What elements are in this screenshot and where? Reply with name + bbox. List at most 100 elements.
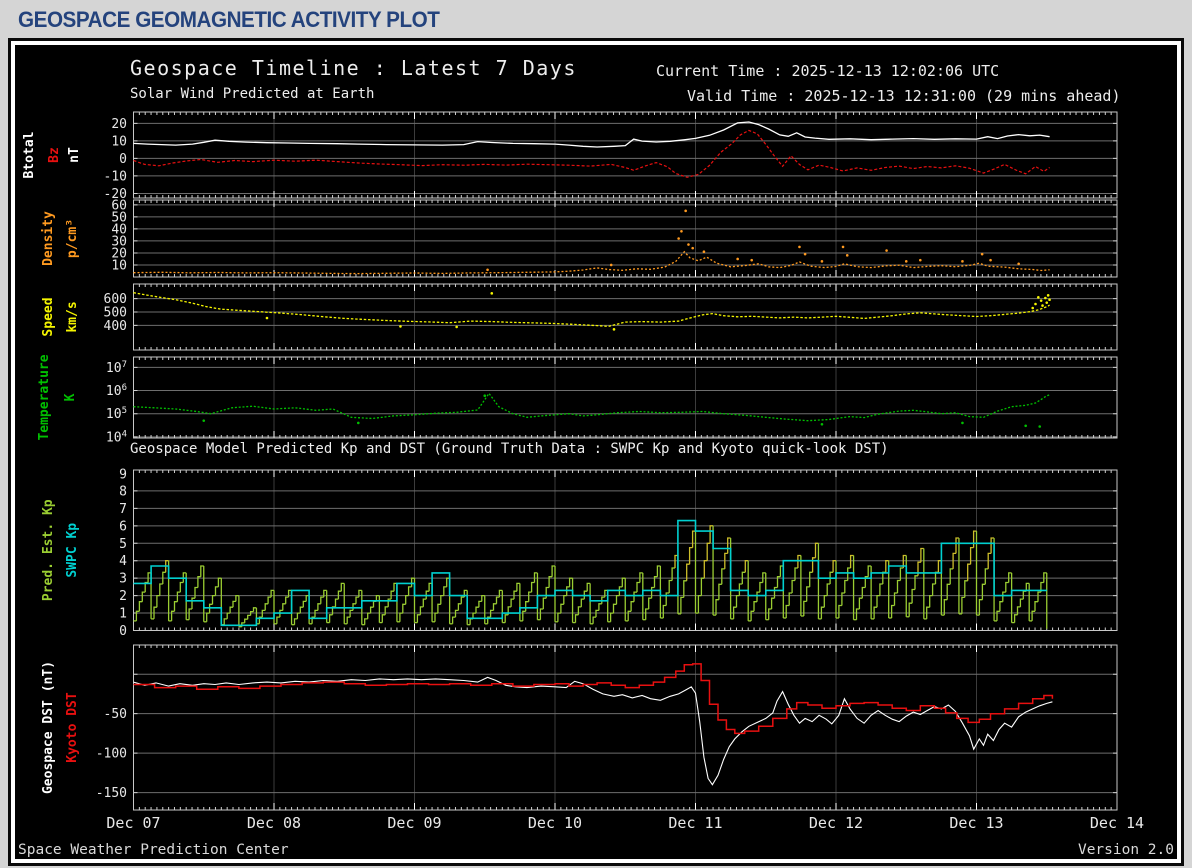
series-Pred. Est. Kp bbox=[753, 601, 757, 612]
series-point bbox=[961, 260, 964, 263]
series-Pred. Est. Kp bbox=[460, 596, 465, 604]
dst-ytick: -100 bbox=[96, 747, 127, 762]
series-Pred. Est. Kp bbox=[911, 588, 915, 604]
series-Pred. Est. Kp bbox=[314, 609, 318, 618]
series-Pred. Est. Kp bbox=[489, 609, 494, 618]
series-point bbox=[202, 419, 206, 422]
kp-ytick: 2 bbox=[119, 589, 127, 604]
series-Pred. Est. Kp bbox=[369, 606, 374, 614]
xaxis-label: Dec 10 bbox=[528, 814, 582, 832]
series-Pred. Est. Kp bbox=[668, 579, 673, 593]
series-point bbox=[702, 250, 706, 254]
xaxis-label: Dec 08 bbox=[247, 814, 301, 832]
series-Pred. Est. Kp bbox=[893, 592, 898, 606]
series-Pred. Est. Kp bbox=[648, 597, 652, 609]
series-Pred. Est. Kp bbox=[138, 601, 143, 612]
series-Pred. Est. Kp bbox=[595, 609, 599, 618]
series-Pred. Est. Kp bbox=[984, 568, 989, 585]
density-ytick: 10 bbox=[111, 258, 127, 273]
series-Pred. Est. Kp bbox=[311, 616, 315, 624]
series-Pred. Est. Kp bbox=[346, 616, 351, 624]
series-Pred. Est. Kp bbox=[920, 547, 924, 563]
series-Pred. Est. Kp bbox=[516, 582, 520, 592]
dst-ylabel: Geospace DST (nT) bbox=[41, 661, 56, 794]
series-Pred. Est. Kp bbox=[952, 552, 956, 569]
series-Pred. Est. Kp bbox=[264, 603, 269, 611]
kp-ytick: 6 bbox=[119, 519, 127, 534]
temperature-panel: 107 106 105 104 Temperature K bbox=[37, 354, 1118, 445]
series-Pred. Est. Kp bbox=[287, 589, 292, 598]
temperature-ylabel: K bbox=[63, 393, 78, 401]
series-Pred. Est. Kp bbox=[557, 612, 561, 622]
kp-ytick: 9 bbox=[119, 468, 127, 483]
series-Pred. Est. Kp bbox=[791, 579, 795, 593]
series-Pred. Est. Kp bbox=[197, 576, 201, 588]
series-Pred. Est. Kp bbox=[987, 552, 992, 569]
series-Pred. Est. Kp bbox=[826, 583, 831, 596]
kp-ytick: 7 bbox=[119, 502, 127, 517]
series-Pred. Est. Kp bbox=[1034, 601, 1038, 612]
series-Pred. Est. Kp bbox=[200, 565, 204, 577]
series-Pred. Est. Kp bbox=[296, 612, 301, 619]
series-Pred. Est. Kp bbox=[700, 577, 705, 596]
series-point bbox=[885, 249, 888, 252]
imf-ylabel: Bz bbox=[47, 147, 62, 163]
series-Pred. Est. Kp bbox=[249, 610, 254, 616]
series-Pred. Est. Kp bbox=[879, 583, 883, 596]
series-Pred. Est. Kp bbox=[1025, 582, 1030, 592]
series-Pred. Est. Kp bbox=[715, 599, 719, 616]
series-Pred. Est. Kp bbox=[738, 583, 743, 596]
series-Pred. Est. Kp bbox=[735, 594, 740, 608]
series-Pred. Est. Kp bbox=[665, 592, 670, 606]
series-Pred. Est. Kp bbox=[750, 610, 754, 621]
series-Pred. Est. Kp bbox=[691, 530, 696, 548]
series-Pred. Est. Kp bbox=[247, 614, 251, 620]
series-Pred. Est. Kp bbox=[358, 589, 362, 598]
series-Kyoto DST bbox=[133, 663, 1054, 735]
series-Pred. Est. Kp bbox=[328, 614, 333, 623]
series-Pred. Est. Kp bbox=[528, 591, 532, 602]
density-ytick: 20 bbox=[111, 246, 127, 261]
temperature-ylabel: Temperature bbox=[37, 354, 52, 440]
series-Pred. Est. Kp bbox=[586, 582, 591, 592]
series-Pred. Est. Kp bbox=[305, 594, 310, 602]
series-point bbox=[820, 260, 824, 263]
series-point bbox=[1041, 304, 1044, 307]
series-Pred. Est. Kp bbox=[580, 598, 585, 607]
series-Pred. Est. Kp bbox=[849, 554, 854, 568]
series-Pred. Est. Kp bbox=[621, 577, 626, 587]
series-Pred. Est. Kp bbox=[208, 603, 213, 614]
series-Pred. Est. Kp bbox=[803, 600, 807, 616]
kp-panel: 98 7 6 5 4 3 2 1 0 Pred. Est. Kp SWPC Kp bbox=[41, 468, 1118, 639]
series-Pred. Est. Kp bbox=[855, 608, 860, 620]
series-Temperature bbox=[133, 392, 1050, 422]
series-Pred. Est. Kp bbox=[972, 530, 977, 548]
series-Pred. Est. Kp bbox=[156, 594, 160, 608]
series-point bbox=[980, 252, 984, 256]
series-Pred. Est. Kp bbox=[841, 592, 845, 606]
series-point bbox=[1039, 299, 1043, 302]
series-point bbox=[1017, 262, 1020, 266]
series-Pred. Est. Kp bbox=[223, 618, 228, 625]
series-Pred. Est. Kp bbox=[876, 594, 880, 608]
footer-version: Version 2.0 bbox=[1077, 842, 1174, 858]
series-Pred. Est. Kp bbox=[885, 560, 889, 573]
series-Pred. Est. Kp bbox=[182, 572, 187, 583]
series-Pred. Est. Kp bbox=[823, 594, 828, 608]
series-Pred. Est. Kp bbox=[173, 601, 178, 612]
series-point bbox=[265, 316, 269, 320]
kp-ytick: 3 bbox=[119, 572, 127, 587]
series-Pred. Est. Kp bbox=[612, 603, 617, 614]
series-Pred. Est. Kp bbox=[504, 614, 509, 623]
kp-ytick: 8 bbox=[119, 484, 127, 499]
speed-ytick: 400 bbox=[104, 319, 127, 334]
dst-ylabel: Kyoto DST bbox=[65, 692, 80, 763]
xaxis-label: Dec 12 bbox=[809, 814, 863, 832]
series-Pred. Est. Kp bbox=[393, 582, 397, 592]
series-Pred. Est. Kp bbox=[797, 554, 801, 568]
series-Pred. Est. Kp bbox=[355, 596, 359, 604]
series-Pred. Est. Kp bbox=[583, 590, 588, 600]
series-Pred. Est. Kp bbox=[372, 600, 377, 608]
series-Pred. Est. Kp bbox=[785, 604, 790, 618]
